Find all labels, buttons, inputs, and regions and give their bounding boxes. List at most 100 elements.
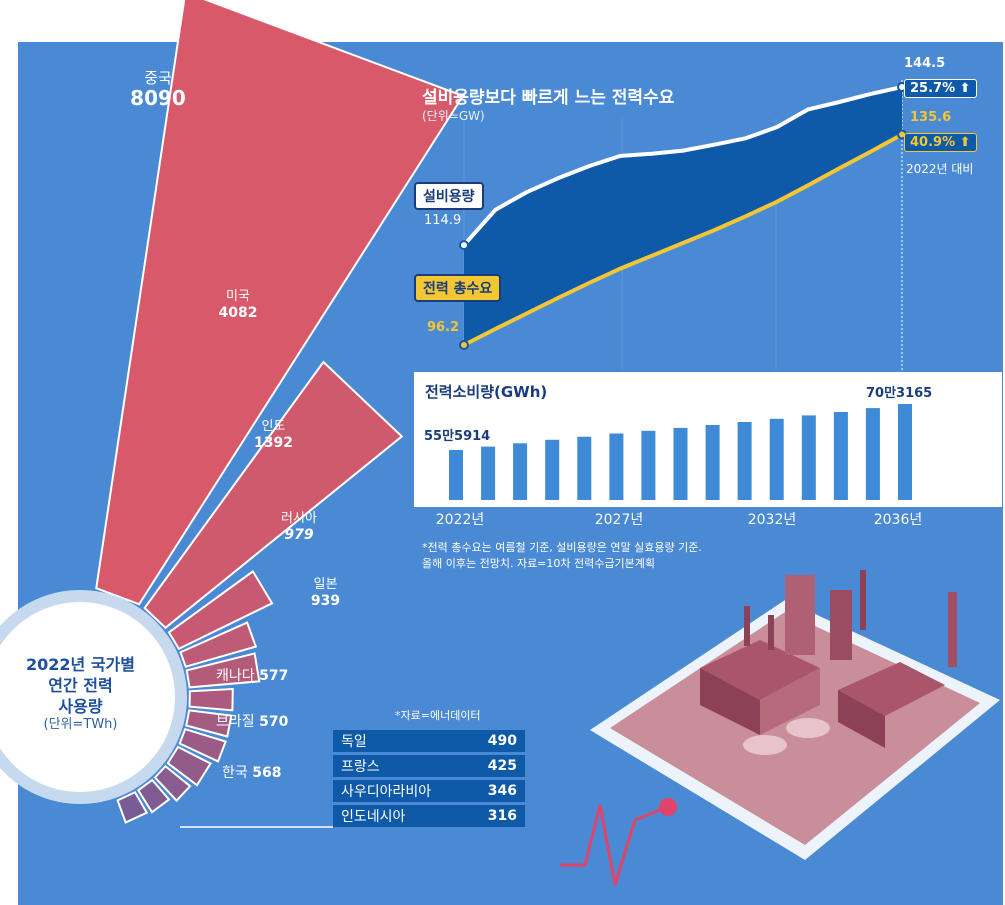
plant-tower-2	[830, 590, 852, 660]
row-name: 프랑스	[333, 755, 469, 777]
chimney-4	[948, 592, 957, 667]
label-usa-value: 4082	[218, 304, 258, 321]
tick-2032: 2032년	[747, 512, 797, 528]
footnote-line2: 올해 이후는 전망치. 자료=10차 전력수급기본계획	[422, 556, 655, 570]
fan-wedge-인도네시아	[116, 790, 149, 824]
row-name: 독일	[333, 730, 469, 752]
label-russia-name: 러시아	[281, 511, 317, 526]
demand-legend-tag: 전력 총수요	[414, 274, 502, 302]
line-chart-title: 설비용량보다 빠르게 느는 전력수요	[422, 88, 675, 108]
label-brazil: 브라질 570	[216, 711, 288, 731]
label-usa: 미국 4082	[208, 289, 268, 321]
row-value: 346	[469, 780, 525, 802]
label-russia-value: 979	[284, 526, 314, 543]
row-value: 425	[469, 755, 525, 777]
tank-2	[786, 718, 830, 738]
label-japan-value: 939	[310, 592, 341, 609]
demand-start-point	[459, 340, 469, 350]
fan-wedge-독일	[166, 745, 212, 787]
row-name: 인도네시아	[333, 805, 469, 827]
growth-baseline-note: 2022년 대비	[906, 162, 974, 176]
fan-title-line2: 연간 전력	[48, 675, 113, 695]
consumption-bar-2023	[481, 446, 496, 500]
tick-2036: 2036년	[873, 512, 923, 528]
row-name: 사우디아라비아	[333, 780, 469, 802]
fan-title-line3: 사용량	[58, 696, 103, 716]
consumption-first-label: 55만5914	[424, 429, 491, 444]
consumption-bar-2024	[513, 443, 528, 500]
fan-wedge-사우디아라비아	[136, 778, 171, 814]
row-value: 316	[469, 805, 525, 827]
label-japan: 일본 939	[298, 577, 353, 609]
label-india-value: 1392	[254, 434, 293, 451]
chart-footnote: *전력 총수요는 여름철 기준, 설비용량은 연말 실효용량 기준. 올해 이후…	[422, 540, 702, 572]
label-korea-name: 한국	[222, 765, 248, 781]
consumption-bar-2025	[545, 439, 560, 500]
label-canada-name: 캐나다	[216, 668, 255, 684]
plant-hall	[838, 662, 945, 716]
arrow-up-icon: ⬆	[959, 81, 971, 96]
tank-1	[743, 735, 787, 755]
chimney-1	[744, 606, 750, 646]
consumption-bar-2029	[673, 427, 688, 500]
tick-2027: 2027년	[594, 512, 644, 528]
fan-wedge-인도	[167, 569, 274, 651]
plant-building-side	[700, 668, 760, 735]
table-row: 사우디아라비아 346	[333, 780, 525, 802]
label-korea-value: 568	[252, 765, 282, 781]
capacity-demand-gap-area	[464, 87, 902, 345]
consumption-bar-2035	[865, 408, 880, 500]
power-plant-illustration	[560, 570, 1000, 886]
label-korea: 한국 568	[222, 762, 281, 782]
capacity-legend-tag: 설비용량	[414, 182, 484, 210]
label-japan-name: 일본	[313, 577, 338, 592]
capacity-start-point	[459, 240, 469, 251]
fan-unit: (단위=TWh)	[43, 717, 118, 733]
label-india-name: 인도	[261, 419, 286, 434]
consumption-last-label: 70만3165	[866, 386, 933, 401]
consumption-bar-2028	[641, 430, 656, 500]
country-fan	[95, 0, 465, 824]
consumption-bar-2032	[769, 418, 784, 500]
pulse-dot	[659, 798, 677, 816]
capacity-growth-badge: 25.7% ⬆	[904, 79, 977, 98]
plant-building-front	[760, 668, 820, 735]
label-canada-value: 577	[259, 668, 289, 684]
arrow-up-icon: ⬆	[959, 135, 971, 150]
demand-start-label: 96.2	[427, 320, 460, 335]
tick-2022: 2022년	[435, 512, 485, 528]
fan-wedge-캐나다	[188, 687, 234, 712]
line-chart-unit: (단위=GW)	[422, 109, 485, 123]
label-china: 중국 8090	[118, 69, 198, 111]
demand-growth-badge: 40.9% ⬆	[904, 133, 977, 152]
label-brazil-value: 570	[259, 714, 289, 730]
consumption-bar-2034	[833, 412, 848, 500]
consumption-bar-2036	[898, 404, 912, 500]
consumption-title: 전력소비량(GWh)	[425, 383, 548, 401]
label-china-value: 8090	[130, 86, 186, 111]
label-china-name: 중국	[144, 69, 172, 87]
table-row: 인도네시아 316	[333, 805, 525, 827]
capacity-growth-value: 25.7%	[910, 81, 956, 96]
chimney-3	[860, 570, 866, 630]
label-russia: 러시아 979	[268, 511, 330, 543]
fan-wedge-러시아	[179, 621, 258, 668]
fan-title-line1: 2022년 국가별	[26, 655, 135, 674]
consumption-bar-2026	[577, 436, 592, 500]
capacity-start-label: 114.9	[424, 213, 462, 228]
consumption-bars	[449, 404, 912, 500]
pulse-line	[560, 804, 637, 886]
capacity-line	[462, 85, 903, 247]
consumption-bar-2027	[609, 433, 624, 500]
label-brazil-name: 브라질	[216, 714, 255, 730]
label-canada: 캐나다 577	[216, 665, 288, 685]
label-india: 인도 1392	[246, 419, 301, 451]
label-usa-name: 미국	[226, 289, 250, 304]
fan-title: 2022년 국가별 연간 전력 사용량 (단위=TWh)	[18, 655, 143, 734]
plant-hall-side	[838, 690, 885, 748]
consumption-bar-2031	[737, 422, 752, 500]
pulse-tail	[634, 808, 661, 822]
other-countries-table: 독일 490 프랑스 425 사우디아라비아 346 인도네시아 316	[333, 727, 525, 830]
